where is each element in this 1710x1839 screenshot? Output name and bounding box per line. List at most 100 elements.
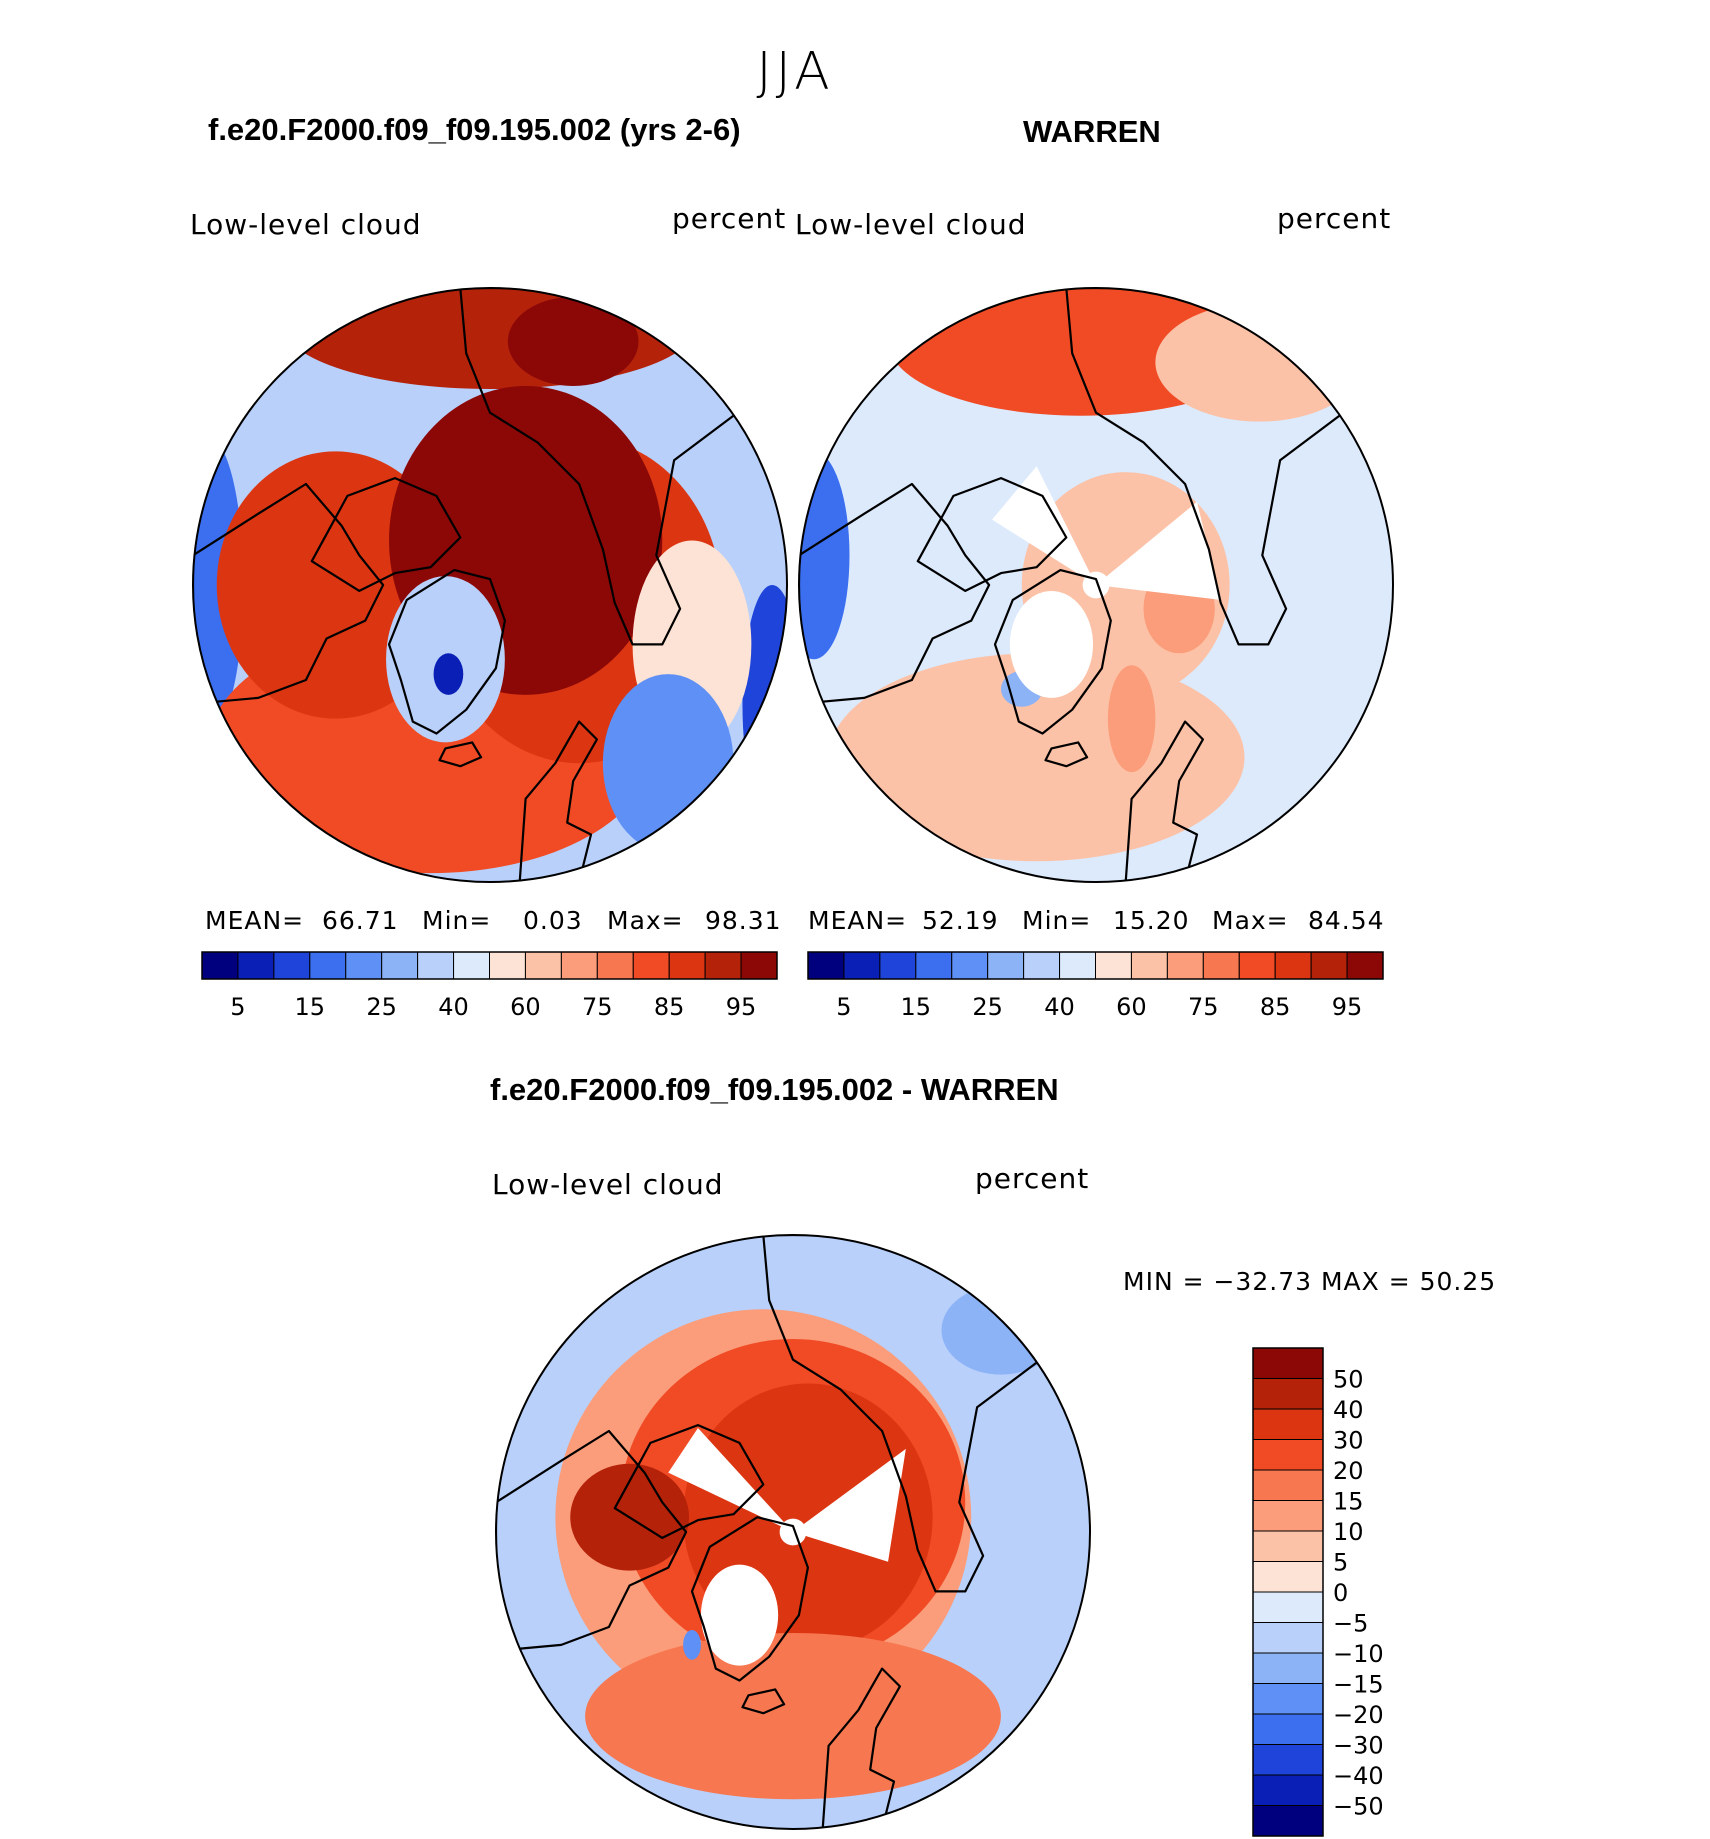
panel1-title: f.e20.F2000.f09_f09.195.002 (yrs 2-6) [208, 112, 741, 147]
colorbar-box [704, 951, 742, 980]
region-eurasia-south [602, 674, 734, 853]
colorbar-box [1252, 1439, 1324, 1471]
region-north-atlantic [585, 1632, 1001, 1800]
colorbar-box [201, 951, 239, 980]
colorbar-tick-label: 75 [582, 993, 613, 1021]
colorbar-tick-label: 25 [972, 993, 1003, 1021]
colorbar-tick-label: 60 [1116, 993, 1147, 1021]
diff-units: percent [975, 1162, 1090, 1195]
panel2-title: WARREN [1023, 114, 1161, 149]
colorbar-tick-label: 85 [654, 993, 685, 1021]
missing-data-wedge [1096, 501, 1221, 600]
diff-title: f.e20.F2000.f09_f09.195.002 - WARREN [490, 1072, 1059, 1107]
panel2-map [799, 288, 1393, 882]
colorbar-tick-label: 20 [1333, 1457, 1364, 1485]
colorbar-tick-label: −10 [1333, 1640, 1384, 1668]
region-edge-west [193, 436, 244, 734]
missing-data-wedge [992, 466, 1096, 585]
colorbar-box [1252, 1622, 1324, 1654]
panel2-colorbar: 5 15 25 40 60 75 85 95 [807, 951, 1384, 1021]
colorbar-tick-label: 15 [295, 993, 326, 1021]
colorbar-box [987, 951, 1025, 980]
coastline-iceland [741, 1688, 786, 1715]
region-bering [507, 296, 639, 387]
colorbar-box [1023, 951, 1061, 980]
colorbar-tick-label: 50 [1333, 1366, 1364, 1394]
colorbar-tick-label: 15 [1333, 1488, 1364, 1516]
coastline-iceland [1044, 741, 1089, 768]
coastline-siberia [762, 1235, 1050, 1593]
coastline-siberia [1065, 288, 1353, 646]
panel1-min-value: 0.03 [523, 906, 583, 935]
coastline-scandinavia [821, 1667, 901, 1829]
region-greenland-se [683, 1630, 701, 1660]
missing-data-wedge [668, 1428, 793, 1532]
panel1-variable: Low-level cloud [190, 208, 422, 241]
coastline-greenland [387, 569, 506, 735]
colorbar-box [1252, 1378, 1324, 1410]
colorbar-box [1252, 1774, 1324, 1806]
colorbar-box [1274, 951, 1312, 980]
panel1-map [193, 288, 787, 882]
colorbar-box [951, 951, 989, 980]
colorbar-tick-label: 0 [1333, 1579, 1348, 1607]
colorbar-box [1202, 951, 1240, 980]
coastline-siberia [459, 288, 747, 646]
colorbar-box [309, 951, 347, 980]
colorbar-box [345, 951, 383, 980]
colorbar-tick-label: 10 [1333, 1518, 1364, 1546]
panel1-colorbar: 5 15 25 40 60 75 85 95 [201, 951, 778, 1021]
colorbar-box [1252, 1500, 1324, 1532]
panel2-map-border [798, 287, 1394, 883]
missing-data-wedge [793, 1448, 906, 1562]
coastline-archipelago [916, 477, 1068, 592]
colorbar-box [1252, 1683, 1324, 1715]
coastline-archipelago [310, 477, 462, 592]
colorbar-tick-label: −15 [1333, 1671, 1384, 1699]
colorbar-box [807, 951, 845, 980]
colorbar-box [843, 951, 881, 980]
colorbar-box [560, 951, 598, 980]
colorbar-box [1252, 1744, 1324, 1776]
region-north-pacific [282, 288, 698, 389]
colorbar-box [1252, 1591, 1324, 1623]
colorbar-tick-label: 5 [1333, 1549, 1348, 1577]
panel2-mean-value: 52.19 [922, 906, 999, 935]
colorbar-tick-label: 40 [1044, 993, 1075, 1021]
colorbar-box [1252, 1561, 1324, 1593]
colorbar-tick-label: 95 [1332, 993, 1363, 1021]
colorbar-tick-label: 30 [1333, 1427, 1364, 1455]
colorbar-box [1059, 951, 1096, 980]
colorbar-box [632, 951, 670, 980]
colorbar-box [1252, 1347, 1324, 1379]
colorbar-box [489, 951, 526, 980]
diff-map [496, 1235, 1090, 1829]
colorbar-tick-label: 75 [1188, 993, 1219, 1021]
colorbar-tick-label: −5 [1333, 1610, 1368, 1638]
colorbar-tick-label: −50 [1333, 1793, 1384, 1821]
colorbar-box [1252, 1805, 1324, 1837]
season-title: JJA [756, 42, 834, 102]
coastline-archipelago [613, 1424, 765, 1539]
greenland-missing-data [1009, 590, 1094, 698]
colorbar-box [1252, 1530, 1324, 1562]
colorbar-box [1095, 951, 1132, 980]
panel2-min-label: Min= [1022, 906, 1092, 935]
colorbar-box [417, 951, 455, 980]
colorbar-tick-label: 95 [726, 993, 757, 1021]
panel1-map-border [192, 287, 788, 883]
region-greenland-minimum [433, 653, 464, 695]
coastline-scandinavia [1124, 720, 1204, 882]
colorbar-tick-label: −30 [1333, 1732, 1384, 1760]
diff-minmax: MIN = −32.73 MAX = 50.25 [1123, 1267, 1497, 1296]
region-north-pacific-cold [941, 1285, 1061, 1375]
colorbar-box [740, 951, 778, 980]
region-barents-sea [1107, 665, 1156, 773]
colorbar-box [1252, 1652, 1324, 1684]
panel2-variable: Low-level cloud [795, 208, 1027, 241]
panel2-max-label: Max= [1212, 906, 1289, 935]
panel1-min-label: Min= [422, 906, 492, 935]
colorbar-box [524, 951, 562, 980]
diff-map-border [495, 1234, 1091, 1830]
